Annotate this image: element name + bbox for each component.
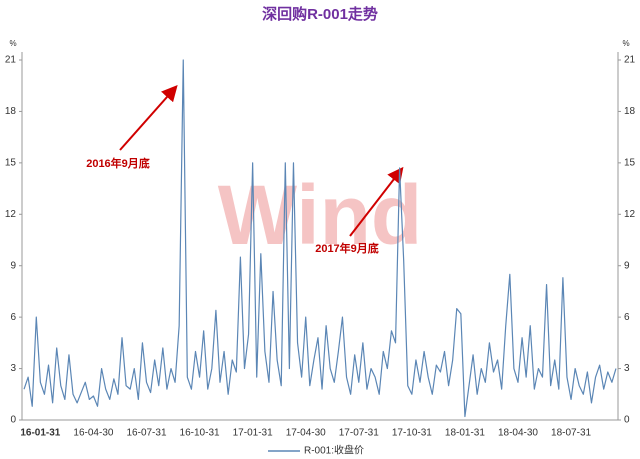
x-tick-label: 16-10-31 xyxy=(180,428,220,439)
y-tick-label: 18 xyxy=(5,106,17,117)
y2-tick-label: 21 xyxy=(624,55,636,66)
arrow xyxy=(119,85,178,151)
y-unit: % xyxy=(9,39,16,48)
x-tick-label: 16-07-31 xyxy=(126,428,166,439)
y2-tick-label: 15 xyxy=(624,157,636,168)
x-tick-label: 18-04-30 xyxy=(498,428,538,439)
legend-label: R-001:收盘价 xyxy=(304,444,364,457)
y2-tick-label: 6 xyxy=(624,312,630,323)
y-tick-label: 6 xyxy=(10,312,16,323)
series-line xyxy=(23,59,617,418)
y2-tick-label: 3 xyxy=(624,363,630,374)
y-tick-label: 3 xyxy=(10,363,16,374)
chart-title: 深回购R-001走势 xyxy=(262,5,378,23)
y-tick-label: 15 xyxy=(5,157,17,168)
annotation: 2016年9月底 xyxy=(86,156,150,170)
x-tick-label: 17-04-30 xyxy=(286,428,326,439)
x-tick-label: 17-07-31 xyxy=(339,428,379,439)
y2-tick-label: 0 xyxy=(624,415,630,426)
y-tick-label: 12 xyxy=(5,209,17,220)
y2-tick-label: 18 xyxy=(624,106,636,117)
y-tick-label: 9 xyxy=(10,260,16,271)
x-tick-label: 17-01-31 xyxy=(233,428,273,439)
x-tick-label: 16-04-30 xyxy=(73,428,113,439)
y-tick-label: 0 xyxy=(10,415,16,426)
y2-unit: % xyxy=(622,39,629,48)
annotation: 2017年9月底 xyxy=(315,241,379,255)
arrow xyxy=(349,166,404,237)
x-tick-label: 16-01-31 xyxy=(20,428,60,439)
x-tick-label: 18-01-31 xyxy=(445,428,485,439)
y-tick-label: 21 xyxy=(5,55,17,66)
x-tick-label: 18-07-31 xyxy=(551,428,591,439)
y2-tick-label: 12 xyxy=(624,209,636,220)
x-tick-label: 17-10-31 xyxy=(392,428,432,439)
y2-tick-label: 9 xyxy=(624,260,630,271)
